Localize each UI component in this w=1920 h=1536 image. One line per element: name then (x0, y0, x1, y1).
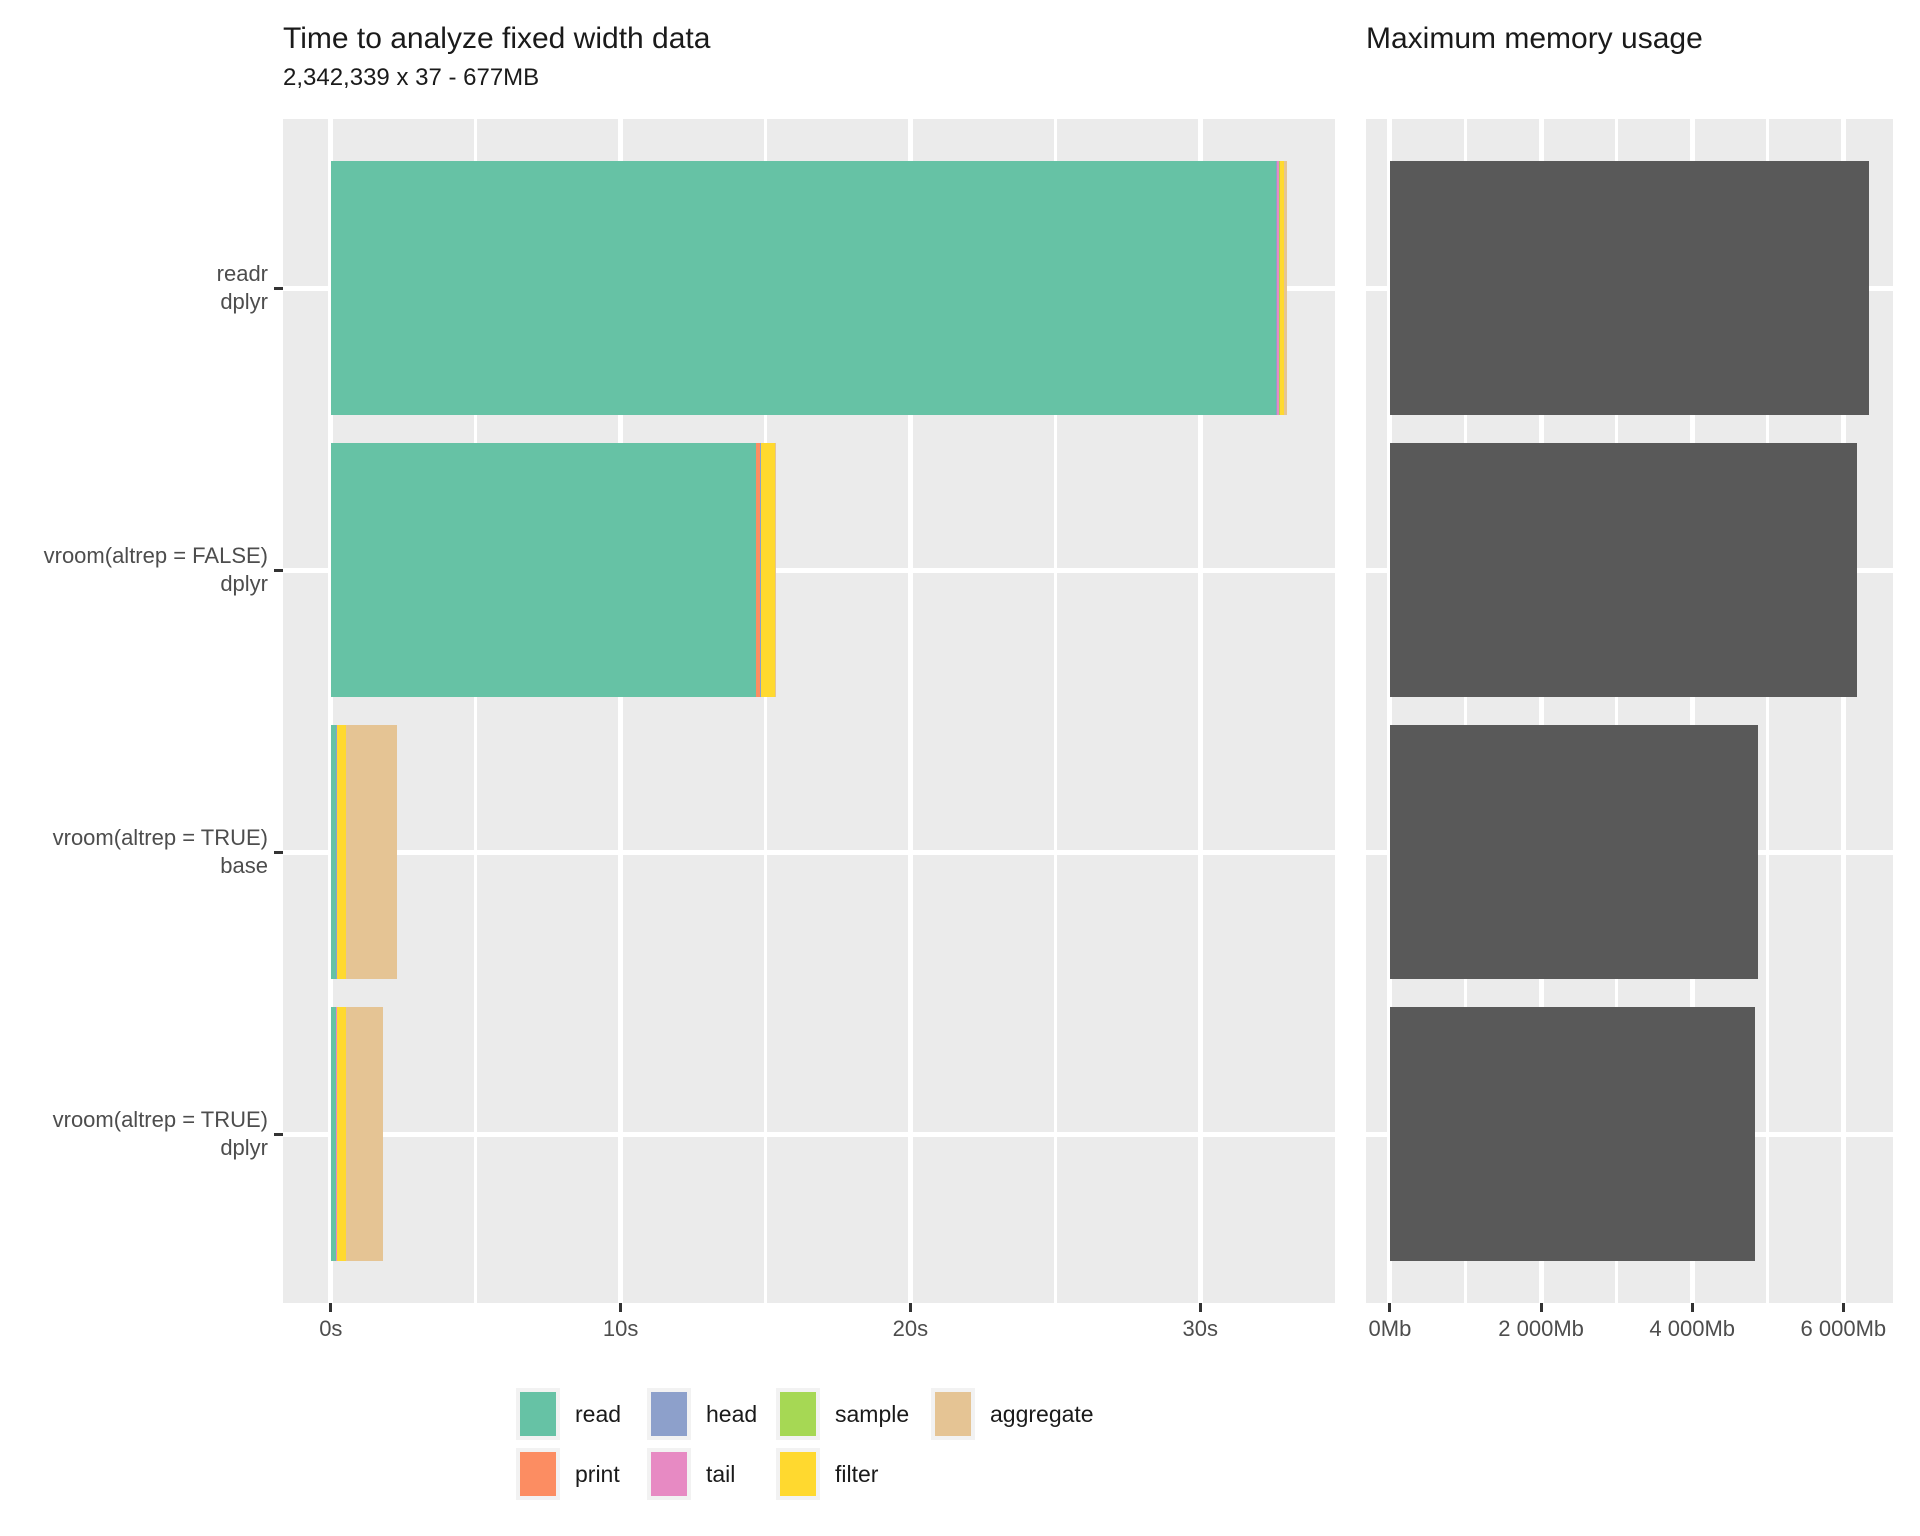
y-axis-label: vroom(altrep = TRUE) base (53, 824, 268, 880)
bar-segment-aggregate (1284, 161, 1287, 415)
x-tick-label-time: 20s (892, 1316, 929, 1341)
legend-label-tail: tail (706, 1461, 736, 1487)
x-tick-label-memory: 0Mb (1368, 1316, 1412, 1341)
grid-major-vertical (1689, 119, 1695, 1303)
bar-segment-print (1275, 161, 1277, 415)
x-tick-mark-time (1198, 1303, 1202, 1312)
y-axis-label: vroom(altrep = TRUE) dplyr (53, 1106, 268, 1162)
y-axis-label-line1: vroom(altrep = TRUE) (52, 825, 268, 850)
legend-swatch-tail (651, 1452, 687, 1496)
x-tick-mark-time (908, 1303, 912, 1312)
grid-major-vertical (1840, 119, 1846, 1303)
y-axis-label: vroom(altrep = FALSE) dplyr (44, 542, 268, 598)
grid-minor-vertical (474, 119, 478, 1303)
y-axis-label-line2: base (220, 853, 268, 878)
legend-swatch-print (520, 1452, 556, 1496)
bar-segment-aggregate (346, 1007, 383, 1261)
grid-minor-vertical (1766, 119, 1770, 1303)
bar-segment-filter (761, 443, 775, 697)
memory-bar (1389, 1007, 1755, 1261)
y-axis-label-line1: vroom(altrep = TRUE) (52, 1107, 268, 1132)
grid-major-vertical (618, 119, 624, 1303)
grid-minor-vertical (1615, 119, 1619, 1303)
x-tick-label-time: 0s (319, 1316, 343, 1341)
x-tick-mark-memory (1841, 1303, 1845, 1312)
y-axis-label-line1: readr (216, 261, 268, 286)
grid-minor-vertical (1464, 119, 1468, 1303)
x-tick-label-time: 10s (602, 1316, 639, 1341)
y-tick-mark (274, 850, 283, 854)
y-axis-label-line2: dplyr (220, 1135, 268, 1160)
memory-bar (1389, 725, 1758, 979)
bar-segment-filter (337, 725, 346, 979)
legend-label-aggregate: aggregate (990, 1401, 1094, 1427)
grid-major-vertical (1387, 119, 1393, 1303)
bar-segment-read (330, 725, 337, 979)
legend-label-filter: filter (835, 1461, 879, 1487)
memory-chart-panel (1366, 119, 1893, 1303)
time-chart-title: Time to analyze fixed width data (283, 22, 711, 55)
legend-swatch-read (520, 1392, 556, 1436)
grid-major-horizontal (283, 1132, 1335, 1137)
y-axis-label-line1: vroom(altrep = FALSE) (43, 543, 268, 568)
legend-key-aggregate (931, 1388, 975, 1440)
legend-label-read: read (575, 1401, 622, 1427)
legend-key-tail (647, 1448, 691, 1500)
y-tick-mark (274, 568, 283, 572)
grid-major-vertical (1538, 119, 1544, 1303)
bar-segment-print (755, 443, 761, 697)
x-tick-mark-memory (1388, 1303, 1392, 1312)
bar-segment-read (330, 443, 756, 697)
y-axis-label-line2: dplyr (220, 571, 268, 596)
bar-segment-read (330, 1007, 336, 1261)
bar-segment-read (330, 161, 1276, 415)
x-tick-mark-memory (1690, 1303, 1694, 1312)
y-axis-label-line2: dplyr (220, 289, 268, 314)
legend-key-print (516, 1448, 560, 1500)
legend-key-sample (776, 1388, 820, 1440)
y-tick-mark (274, 1132, 283, 1136)
time-chart-subtitle: 2,342,339 x 37 - 677MB (283, 64, 540, 91)
memory-bar (1389, 443, 1857, 697)
legend-key-read (516, 1388, 560, 1440)
grid-minor-vertical (1053, 119, 1057, 1303)
y-axis-label: readr dplyr (217, 260, 268, 316)
memory-bar (1389, 161, 1870, 415)
legend-swatch-aggregate (935, 1392, 971, 1436)
x-tick-label-time: 30s (1182, 1316, 1218, 1341)
x-tick-label-memory: 6 000Mb (1800, 1316, 1887, 1341)
bar-segment-tail (1276, 161, 1280, 415)
legend-label-sample: sample (835, 1401, 910, 1427)
bar-segment-aggregate (345, 725, 398, 979)
bar-segment-filter (336, 1007, 347, 1261)
legend-swatch-head (651, 1392, 687, 1436)
grid-major-horizontal (283, 568, 1335, 573)
y-tick-mark (274, 286, 283, 290)
x-tick-mark-memory (1539, 1303, 1543, 1312)
legend-label-head: head (706, 1401, 758, 1427)
legend-swatch-filter (780, 1452, 816, 1496)
x-tick-label-memory: 2 000Mb (1498, 1316, 1584, 1341)
grid-minor-vertical (764, 119, 768, 1303)
legend-swatch-sample (780, 1392, 816, 1436)
memory-chart-title: Maximum memory usage (1366, 22, 1703, 55)
x-tick-mark-time (329, 1303, 333, 1312)
x-tick-mark-time (619, 1303, 623, 1312)
legend-key-filter (776, 1448, 820, 1500)
grid-major-vertical (1197, 119, 1203, 1303)
bar-segment-filter (1279, 161, 1285, 415)
grid-major-vertical (328, 119, 334, 1303)
x-tick-label-memory: 4 000Mb (1649, 1316, 1736, 1341)
bar-segment-aggregate (774, 443, 776, 697)
grid-major-horizontal (283, 850, 1335, 855)
legend-key-head (647, 1388, 691, 1440)
time-chart-panel (283, 119, 1335, 1303)
grid-major-vertical (907, 119, 913, 1303)
legend-label-print: print (575, 1461, 620, 1487)
